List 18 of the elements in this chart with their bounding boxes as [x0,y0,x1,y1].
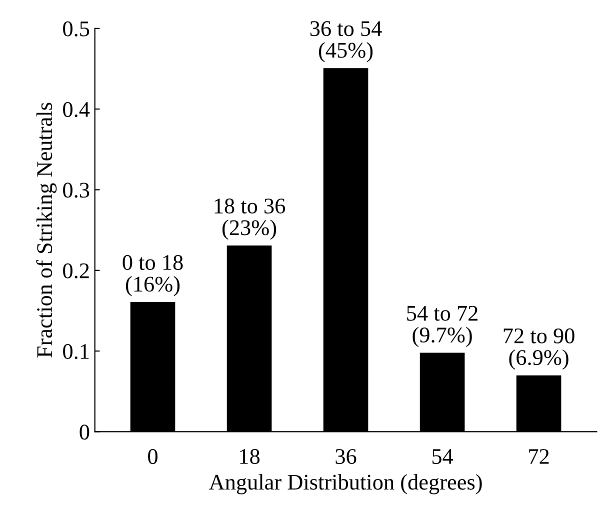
x-tick-label: 0 [148,449,158,464]
x-tick-label: 36 [336,449,356,464]
data-label: 0 to 18 (16%) [122,254,183,296]
y-tick-label: 0.3 [63,182,90,198]
data-label: 36 to 54 (45%) [310,21,382,62]
y-tick-label: 0.2 [63,263,89,278]
y-tick-label: 0.1 [63,344,89,360]
data-label: 72 to 90 (6.9%) [504,328,574,370]
data-label: 18 to 36 (23%) [214,198,286,240]
data-label: 54 to 72 (9.7%) [407,306,478,348]
x-tick-label: 72 [529,449,549,464]
x-tick-label: 54 [432,449,454,464]
x-axis-title: Angular Distribution (degrees) [208,474,482,494]
y-tick-label: 0.5 [63,21,90,36]
x-tick-label: 18 [240,449,260,464]
y-tick-label: 0.4 [63,102,90,118]
y-tick-label: 0 [80,424,90,440]
y-axis-title: Fraction of Striking Neutrals [36,102,57,358]
